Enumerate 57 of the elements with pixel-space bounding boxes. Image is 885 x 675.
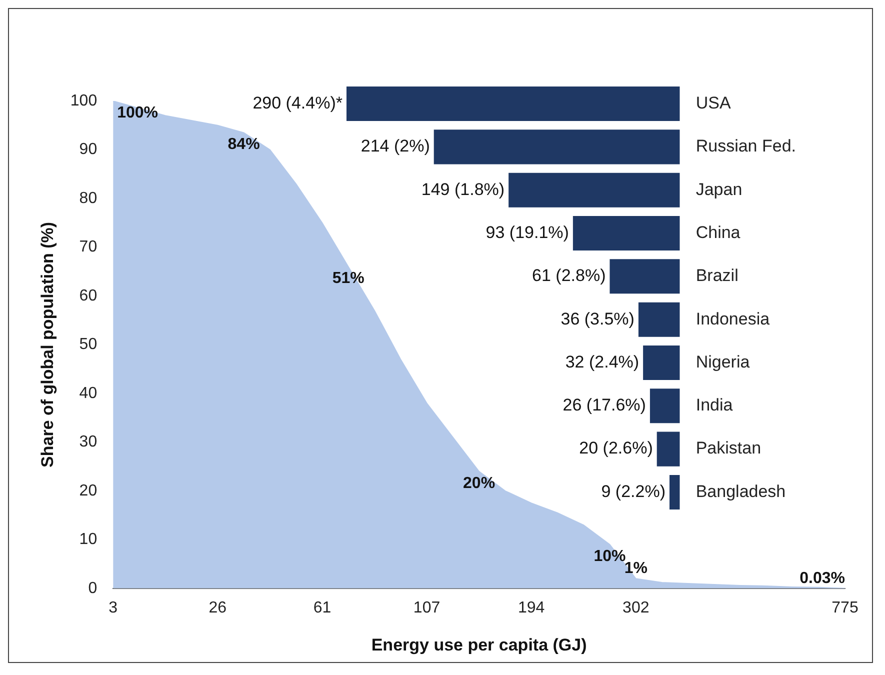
bar: [638, 302, 680, 337]
data-label: 20 (2.6%): [579, 438, 653, 458]
bar: [346, 86, 680, 122]
annotation: 51%: [332, 270, 364, 288]
y-tick-label: 0: [88, 580, 98, 597]
y-tick-label: China: [696, 222, 741, 242]
bar: [650, 388, 680, 424]
y-tick-label: Brazil: [696, 266, 738, 286]
y-tick-label: 10: [79, 531, 98, 548]
y-tick-label: India: [696, 396, 734, 415]
data-label: 61 (2.8%): [532, 266, 606, 286]
data-label: 26 (17.6%): [562, 396, 646, 415]
y-tick-label: Pakistan: [696, 438, 762, 458]
y-tick-label: Indonesia: [696, 309, 770, 328]
data-label: 9 (2.2%): [601, 482, 666, 501]
y-tick-label: 50: [79, 336, 98, 354]
bar: [656, 432, 680, 466]
x-tick-label: 61: [313, 599, 332, 616]
x-axis-title: Energy use per capita (GJ): [371, 635, 587, 654]
y-tick-label: 20: [79, 482, 98, 500]
data-label: 36 (3.5%): [560, 309, 634, 328]
y-tick-label: 70: [79, 238, 98, 256]
bar: [610, 259, 680, 294]
data-label: 290 (4.4%)*: [252, 93, 343, 112]
annotation: 84%: [228, 136, 260, 154]
y-tick-label: 30: [79, 434, 98, 451]
annotation: 1%: [624, 560, 648, 578]
x-tick-label: 107: [413, 599, 440, 616]
x-tick-label: 302: [622, 599, 650, 616]
y-axis-title: Share of global population (%): [38, 222, 57, 468]
y-tick-label: 60: [79, 287, 98, 304]
annotation: 0.03%: [800, 570, 845, 587]
bar: [508, 172, 680, 208]
x-tick-label: 194: [518, 599, 545, 616]
x-tick-label: 26: [208, 599, 227, 616]
bar: [643, 345, 680, 380]
y-tick-label: Japan: [696, 180, 742, 199]
data-label: 93 (19.1%): [486, 222, 569, 242]
x-tick-label: 3: [108, 599, 118, 616]
bar: [670, 474, 680, 510]
annotation: 20%: [463, 474, 496, 492]
y-tick-label: Russian Fed.: [696, 136, 796, 156]
annotation: 10%: [594, 548, 626, 565]
y-tick-label: 80: [79, 190, 98, 207]
data-label: 32 (2.4%): [565, 352, 640, 372]
bar: [572, 216, 680, 251]
data-label: 214 (2%): [360, 136, 430, 156]
x-tick-label: 775: [832, 599, 858, 616]
y-tick-label: 40: [79, 384, 98, 402]
y-tick-label: Nigeria: [696, 352, 750, 372]
data-label: 149 (1.8%): [421, 180, 505, 199]
y-tick-label: 90: [79, 141, 98, 158]
y-tick-label: 100: [70, 92, 98, 110]
y-tick-label: Bangladesh: [696, 482, 786, 501]
y-tick-label: USA: [696, 93, 732, 112]
bar: [434, 130, 680, 164]
annotation: 100%: [117, 104, 158, 122]
